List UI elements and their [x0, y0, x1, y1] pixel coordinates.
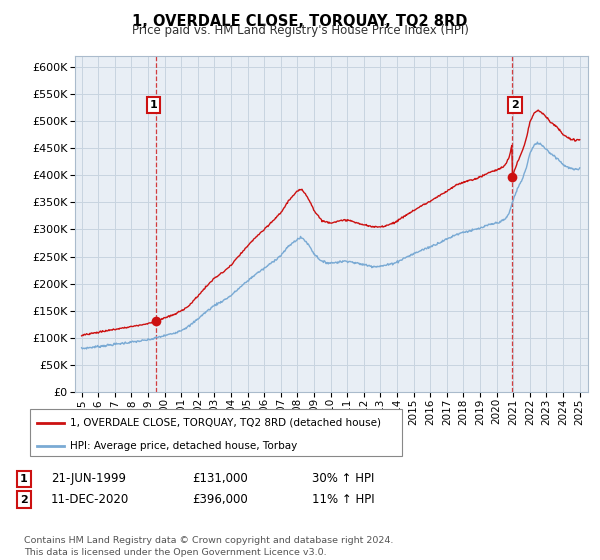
Text: 1, OVERDALE CLOSE, TORQUAY, TQ2 8RD (detached house): 1, OVERDALE CLOSE, TORQUAY, TQ2 8RD (det… — [70, 418, 381, 428]
Text: 2: 2 — [511, 100, 519, 110]
Text: 1: 1 — [149, 100, 157, 110]
Text: 2: 2 — [20, 494, 28, 505]
Text: £396,000: £396,000 — [192, 493, 248, 506]
Text: HPI: Average price, detached house, Torbay: HPI: Average price, detached house, Torb… — [70, 441, 298, 451]
Text: Contains HM Land Registry data © Crown copyright and database right 2024.
This d: Contains HM Land Registry data © Crown c… — [24, 536, 394, 557]
Text: 30% ↑ HPI: 30% ↑ HPI — [312, 472, 374, 486]
Text: 21-JUN-1999: 21-JUN-1999 — [51, 472, 126, 486]
Text: £131,000: £131,000 — [192, 472, 248, 486]
Text: 11% ↑ HPI: 11% ↑ HPI — [312, 493, 374, 506]
Text: 1: 1 — [20, 474, 28, 484]
Text: 11-DEC-2020: 11-DEC-2020 — [51, 493, 129, 506]
Text: 1, OVERDALE CLOSE, TORQUAY, TQ2 8RD: 1, OVERDALE CLOSE, TORQUAY, TQ2 8RD — [133, 14, 467, 29]
Text: Price paid vs. HM Land Registry's House Price Index (HPI): Price paid vs. HM Land Registry's House … — [131, 24, 469, 36]
